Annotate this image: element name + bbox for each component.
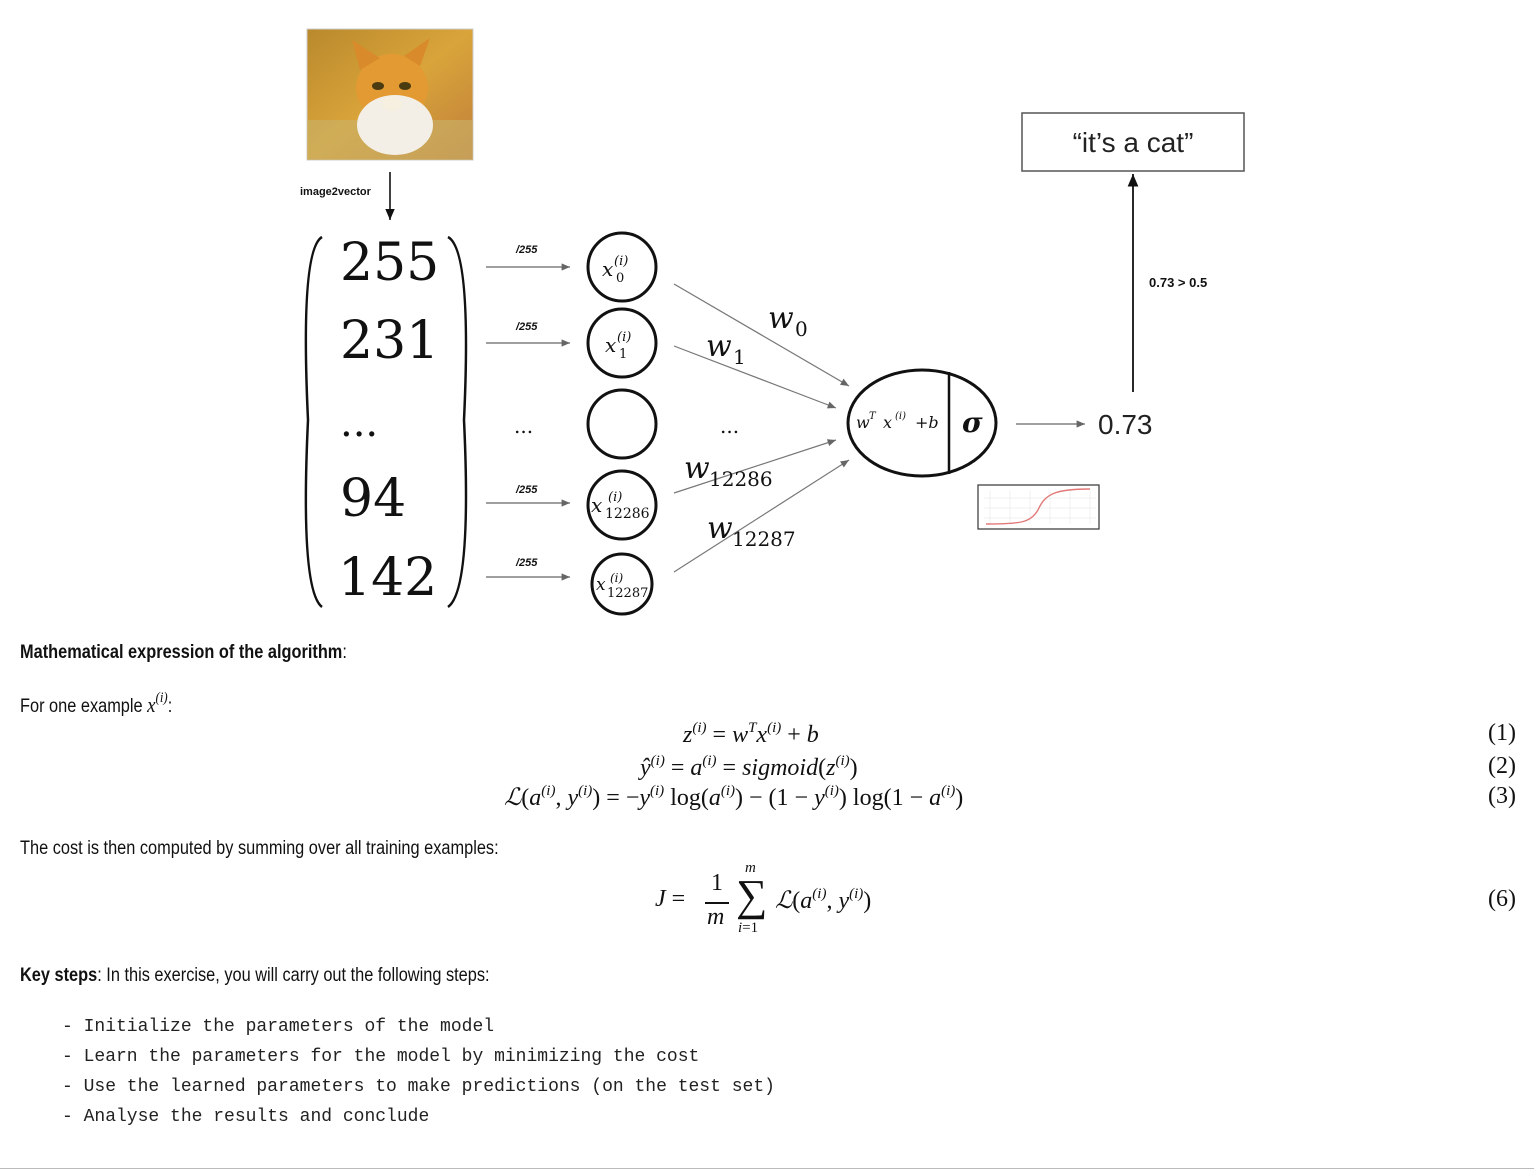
input-node bbox=[586, 307, 658, 379]
node-sub: 0 bbox=[616, 271, 624, 286]
dots-label: ... bbox=[514, 414, 533, 438]
normalize-arrows: /255 /255 /255 /255 bbox=[515, 244, 538, 569]
weight-label: w bbox=[684, 451, 710, 486]
equation-1: z(i) = wTx(i) + b bbox=[683, 720, 819, 748]
example-lead: For one example bbox=[20, 696, 148, 717]
divide-label: /255 bbox=[515, 557, 538, 569]
input-nodes bbox=[586, 231, 658, 616]
divide-label: /255 bbox=[515, 321, 538, 333]
neuron-linear: w bbox=[856, 413, 870, 432]
equation-3: ℒ(a(i), y(i)) = −y(i) log(a(i)) − (1 − y… bbox=[504, 783, 964, 811]
list-item: - Initialize the parameters of the model bbox=[62, 1017, 495, 1037]
list-item: - Use the learned parameters to make pre… bbox=[62, 1077, 775, 1097]
math-heading-label: Mathematical expression of the algorithm bbox=[20, 642, 343, 663]
logistic-regression-diagram: image2vector 255 231 ... 94 142 /255 /25… bbox=[300, 28, 1245, 616]
output-value: 0.73 bbox=[1098, 409, 1153, 440]
key-steps-rest: : In this exercise, you will carry out t… bbox=[97, 965, 490, 986]
vector-value: 142 bbox=[338, 548, 437, 608]
list-item: - Learn the parameters for the model by … bbox=[62, 1047, 700, 1067]
divide-label: /255 bbox=[515, 244, 538, 256]
cost-equation: J = 1 m m ∑ i=1 ℒ(a(i), y(i)) (6) bbox=[655, 860, 1516, 936]
neuron: w T x (i) +b σ bbox=[846, 368, 998, 478]
node-label: x bbox=[602, 257, 613, 281]
input-node bbox=[586, 469, 658, 541]
node-sup: (i) bbox=[614, 254, 628, 269]
threshold-label: 0.73 > 0.5 bbox=[1149, 275, 1207, 290]
neuron-linear-x-sup: (i) bbox=[895, 411, 906, 422]
neuron-linear-sup: T bbox=[869, 411, 877, 422]
equation-number: (2) bbox=[1488, 753, 1516, 779]
key-steps: Key steps: In this exercise, you will ca… bbox=[20, 965, 490, 987]
sigmoid-plot-thumbnail bbox=[977, 484, 1100, 530]
example-line: For one example x(i): bbox=[20, 690, 172, 718]
cat-photo bbox=[306, 28, 474, 161]
math-heading: Mathematical expression of the algorithm… bbox=[20, 642, 347, 664]
equation-number: (6) bbox=[1488, 886, 1516, 912]
node-sub: 1 bbox=[619, 347, 627, 362]
vector-value: 255 bbox=[340, 233, 439, 293]
weight-sub: 12286 bbox=[709, 467, 773, 491]
divider bbox=[0, 1168, 1534, 1169]
node-label: x bbox=[596, 575, 606, 595]
weight-dots: ... bbox=[720, 414, 739, 438]
weights: w 0 w 1 ... w 12286 w 12287 bbox=[684, 301, 808, 551]
equation-number: (3) bbox=[1488, 783, 1516, 809]
node-sub: 12286 bbox=[605, 506, 650, 522]
vector-value: ... bbox=[340, 400, 378, 446]
image2vector-label: image2vector bbox=[300, 186, 372, 198]
weight-sub: 1 bbox=[733, 345, 746, 369]
divide-label: /255 bbox=[515, 484, 538, 496]
weight-sub: 0 bbox=[795, 317, 808, 341]
input-node bbox=[590, 552, 654, 616]
weight-sub: 12287 bbox=[732, 527, 796, 551]
list-item: - Analyse the results and conclude bbox=[62, 1107, 430, 1127]
input-node bbox=[586, 388, 658, 460]
vector-value: 94 bbox=[340, 469, 406, 529]
node-sup: (i) bbox=[617, 330, 631, 345]
input-node bbox=[586, 231, 658, 303]
vector-value: 231 bbox=[340, 311, 439, 371]
input-vector: 255 231 ... 94 142 bbox=[338, 233, 439, 608]
sigma-symbol: σ bbox=[962, 406, 983, 439]
weight-label: w bbox=[768, 301, 794, 336]
math-heading-tail: : bbox=[342, 642, 347, 663]
equation-2: ŷ(i) = a(i) = sigmoid(z(i)) bbox=[640, 753, 858, 781]
weight-label: w bbox=[706, 329, 732, 364]
equation-number: (1) bbox=[1488, 720, 1516, 746]
key-steps-label: Key steps bbox=[20, 965, 98, 986]
equation-block: z(i) = wTx(i) + b ŷ(i) = a(i) = sigmoid(… bbox=[0, 720, 1534, 820]
neuron-linear-x: x bbox=[883, 413, 892, 432]
weight-label: w bbox=[707, 511, 733, 546]
prediction-text: “it’s a cat” bbox=[1073, 127, 1194, 158]
example-var: x bbox=[147, 692, 156, 717]
prediction-box bbox=[1021, 112, 1245, 172]
node-sub: 12287 bbox=[607, 586, 648, 601]
node-label: x bbox=[605, 333, 616, 357]
example-sup: (i) bbox=[155, 690, 168, 706]
steps-list: - Initialize the parameters of the model… bbox=[62, 1014, 775, 1134]
node-label: x bbox=[591, 493, 602, 517]
node-sup: (i) bbox=[608, 490, 622, 505]
example-tail: : bbox=[167, 696, 173, 717]
node-sup: (i) bbox=[610, 571, 624, 585]
cost-intro: The cost is then computed by summing ove… bbox=[20, 838, 499, 859]
neuron-linear-rest: +b bbox=[915, 413, 939, 432]
